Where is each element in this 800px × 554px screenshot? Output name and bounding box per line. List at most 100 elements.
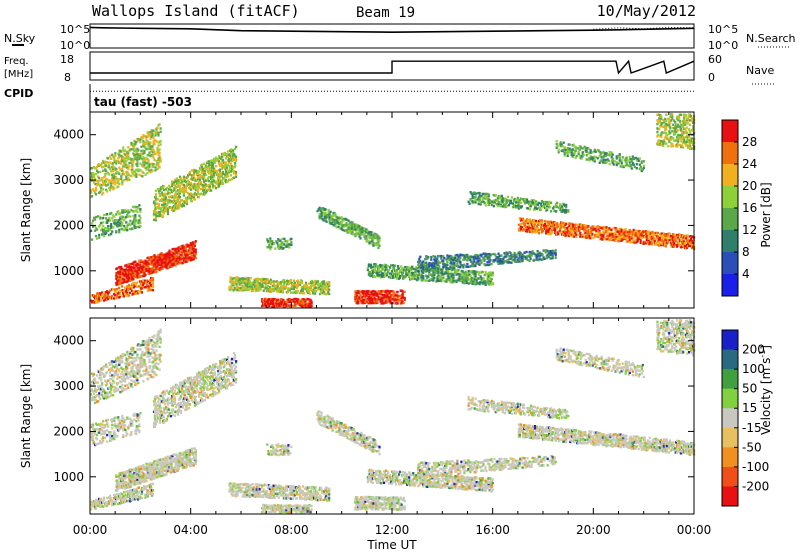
power-cell xyxy=(359,233,362,236)
power-cell xyxy=(434,271,437,275)
power-cell xyxy=(303,302,306,305)
power-cell xyxy=(346,227,349,230)
power-cell xyxy=(232,151,235,154)
power-cell xyxy=(386,297,389,301)
power-cell xyxy=(145,147,148,151)
power-cell xyxy=(487,195,490,198)
power-cell xyxy=(640,234,643,237)
power-cell xyxy=(420,266,423,269)
power-cell xyxy=(113,297,116,300)
power-cell xyxy=(256,280,259,283)
power-cell xyxy=(104,292,107,296)
power-cell xyxy=(147,135,150,138)
power-cell xyxy=(107,161,110,164)
power-cell xyxy=(251,289,254,293)
power-cell xyxy=(229,166,232,170)
power-cell xyxy=(384,294,387,297)
power-cell xyxy=(132,278,135,281)
power-cell xyxy=(230,286,233,289)
power-cell xyxy=(630,237,633,240)
power-cell xyxy=(214,185,217,188)
power-cell xyxy=(464,276,467,279)
power-cell xyxy=(347,225,350,228)
power-cell xyxy=(249,287,252,290)
power-cell xyxy=(370,294,373,297)
power-cell xyxy=(586,226,589,229)
power-cell xyxy=(466,253,469,257)
power-cell xyxy=(118,166,121,169)
power-cell xyxy=(197,170,201,173)
power-cell xyxy=(471,194,474,197)
power-cell xyxy=(496,198,499,202)
power-cell xyxy=(97,171,100,174)
power-cell xyxy=(528,259,531,263)
power-cell xyxy=(361,233,364,236)
power-cell xyxy=(531,250,534,253)
power-cell xyxy=(230,150,233,153)
power-cell xyxy=(250,285,253,288)
power-cell xyxy=(182,204,186,207)
power-cell xyxy=(127,285,131,289)
power-cell xyxy=(402,267,405,270)
power-cell xyxy=(133,155,136,158)
power-cell xyxy=(232,149,235,152)
power-cell xyxy=(266,284,269,288)
power-cell xyxy=(574,147,577,151)
power-cell xyxy=(264,300,267,303)
power-cell xyxy=(168,199,172,202)
power-cell xyxy=(288,243,291,246)
power-cell xyxy=(285,300,288,304)
power-cell xyxy=(595,229,598,232)
power-cell xyxy=(120,175,123,178)
power-cell xyxy=(262,289,265,292)
power-cell xyxy=(659,242,662,245)
power-cell xyxy=(324,218,327,221)
power-cell xyxy=(93,216,96,220)
power-cell xyxy=(432,255,435,258)
power-cell xyxy=(303,285,307,289)
power-cell xyxy=(290,241,293,244)
power-cell xyxy=(614,237,617,240)
power-cell xyxy=(91,175,94,178)
power-cell xyxy=(540,228,543,231)
power-cell xyxy=(281,291,284,294)
power-cell xyxy=(325,285,328,288)
power-cell xyxy=(505,201,508,204)
power-cell xyxy=(446,267,449,270)
power-cell xyxy=(569,148,572,152)
power-cell xyxy=(434,262,437,265)
power-cell xyxy=(431,273,434,276)
power-cell xyxy=(653,239,656,243)
power-cell xyxy=(478,191,481,195)
power-cell xyxy=(477,260,480,263)
noise-tick-left-top: 10^5 xyxy=(60,23,90,36)
nsky-label: N.Sky xyxy=(4,32,36,45)
power-cell xyxy=(437,262,440,265)
power-cell xyxy=(159,207,163,210)
power-cell xyxy=(195,179,199,182)
power-cell xyxy=(227,150,230,153)
power-cell xyxy=(328,213,331,216)
power-cell xyxy=(664,238,667,242)
power-cell xyxy=(581,155,584,158)
power-cell xyxy=(272,297,275,301)
power-cell xyxy=(97,175,100,178)
power-cell xyxy=(324,211,327,215)
power-cell xyxy=(474,272,477,275)
power-cell xyxy=(509,201,512,205)
power-cell xyxy=(621,238,624,241)
power-cell xyxy=(134,171,137,174)
power-cell xyxy=(213,175,216,178)
power-cell xyxy=(121,217,124,221)
power-cell xyxy=(318,286,321,289)
power-cell xyxy=(189,188,193,191)
power-cell xyxy=(496,258,499,261)
power-cell xyxy=(225,178,228,182)
power-cell xyxy=(487,193,490,196)
power-cell xyxy=(273,305,276,308)
power-cell xyxy=(505,199,508,202)
power-cell xyxy=(579,147,582,150)
power-cell xyxy=(96,165,99,169)
power-cell xyxy=(590,229,593,232)
power-cell xyxy=(228,161,231,164)
